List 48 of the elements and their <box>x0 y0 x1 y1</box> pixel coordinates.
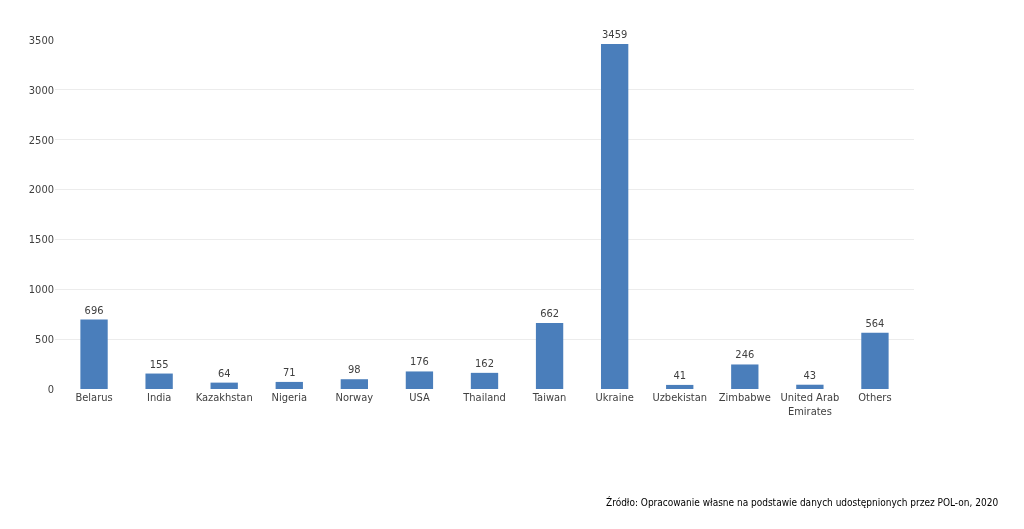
bar <box>405 371 434 389</box>
x-tick-label: Uzbekistan <box>652 391 708 404</box>
bar <box>470 372 499 389</box>
bar <box>535 322 564 389</box>
data-label: 43 <box>803 368 817 382</box>
data-label: 564 <box>865 316 885 330</box>
x-tick-label: Taiwan <box>531 391 567 404</box>
x-tick-label: Nigeria <box>271 391 307 404</box>
x-tick-label: Kazakhstan <box>195 391 253 404</box>
data-label: 155 <box>149 357 169 371</box>
y-tick-label: 500 <box>35 332 54 346</box>
y-tick-label: 2500 <box>28 133 54 147</box>
bar <box>796 384 824 389</box>
bar <box>600 44 629 389</box>
data-label: 176 <box>409 355 429 369</box>
y-tick-label: 3000 <box>28 83 54 97</box>
bar <box>210 382 238 389</box>
y-tick-label: 0 <box>47 382 54 396</box>
x-tick-label: Zimbabwe <box>718 391 771 404</box>
bar <box>666 384 694 389</box>
x-tick-label: Norway <box>335 391 374 404</box>
bar <box>275 381 303 389</box>
data-label: 162 <box>475 356 494 370</box>
x-tick-label: United Arab Emirates <box>780 391 840 419</box>
y-tick-label: 1500 <box>28 233 54 247</box>
x-tick-label: Thailand <box>462 391 506 404</box>
data-label: 41 <box>673 368 687 382</box>
bar <box>731 364 759 389</box>
x-tick-label: Others <box>858 391 892 404</box>
data-label: 696 <box>84 303 104 317</box>
bar <box>145 373 173 389</box>
y-tick-label: 2000 <box>28 183 54 197</box>
data-label: 64 <box>217 366 231 380</box>
x-tick-label: Ukraine <box>595 391 634 404</box>
data-label: 246 <box>735 348 755 362</box>
data-label: 3459 <box>602 28 628 42</box>
bar <box>80 319 108 389</box>
data-label: 98 <box>348 363 361 377</box>
x-tick-label: Belarus <box>75 391 113 404</box>
bar <box>861 332 889 389</box>
x-tick-label: USA <box>409 391 430 404</box>
bar <box>340 379 369 389</box>
text: Źródło: Opracowanie własne na podstawie danych udostępnionych przez POL-on, 2020 <box>606 496 999 508</box>
data-label: 71 <box>282 365 296 379</box>
data-label: 662 <box>540 306 560 320</box>
y-tick-label: 3500 <box>28 33 54 47</box>
y-tick-label: 1000 <box>28 283 54 297</box>
x-tick-label: India <box>146 391 172 404</box>
